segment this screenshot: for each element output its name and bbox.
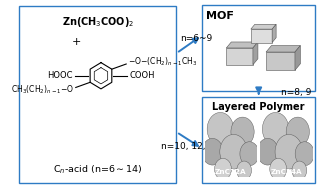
Text: COOH: COOH	[129, 71, 155, 80]
FancyBboxPatch shape	[202, 97, 315, 183]
Text: n=6~9: n=6~9	[180, 34, 212, 43]
Text: n=10, 12, 14: n=10, 12, 14	[161, 142, 219, 151]
Text: CH$_3$(CH$_2$)$_{n-1}$$-$O: CH$_3$(CH$_2$)$_{n-1}$$-$O	[11, 83, 74, 96]
FancyBboxPatch shape	[19, 6, 176, 183]
Text: +: +	[72, 37, 82, 47]
Text: $-$O$-$(CH$_2$)$_{n-1}$CH$_3$: $-$O$-$(CH$_2$)$_{n-1}$CH$_3$	[128, 56, 197, 68]
Text: MOF: MOF	[206, 11, 234, 21]
FancyBboxPatch shape	[202, 5, 315, 91]
Text: HOOC: HOOC	[47, 71, 73, 80]
Text: Layered Polymer: Layered Polymer	[212, 102, 305, 112]
Text: C$_n$-acid (n=6$\sim$14): C$_n$-acid (n=6$\sim$14)	[53, 163, 143, 176]
Text: n=8, 9: n=8, 9	[281, 88, 311, 97]
Text: Zn(CH$_3$COO)$_2$: Zn(CH$_3$COO)$_2$	[62, 15, 134, 29]
